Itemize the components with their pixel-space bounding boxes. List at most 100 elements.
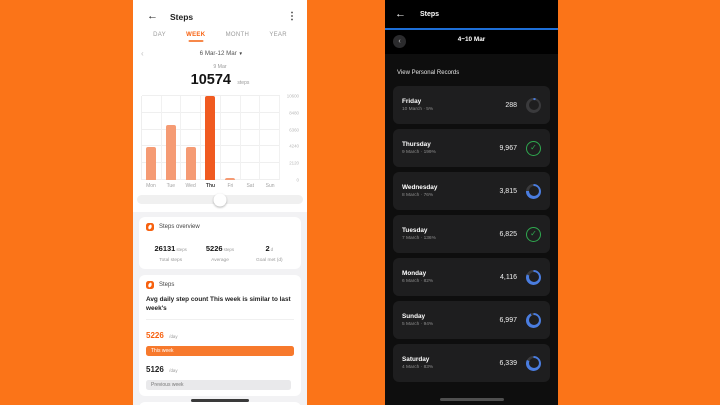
y-axis-tick: 8480: [289, 110, 299, 116]
day-row[interactable]: Friday 10 March · 5% 288: [393, 86, 550, 124]
steps-app-dark-screen: ← Steps ‹ 4~10 Mar View Personal Records…: [385, 0, 558, 405]
y-axis-tick: 2120: [289, 160, 299, 166]
day-name: Saturday: [402, 356, 430, 363]
steps-unit: steps: [237, 80, 250, 86]
goal-met-check-icon: ✓: [526, 140, 541, 156]
chart-pan-knob[interactable]: [213, 193, 227, 206]
bar-slot[interactable]: [142, 96, 162, 180]
dropdown-caret-icon: ▼: [238, 51, 243, 56]
steps-bar[interactable]: [205, 96, 216, 180]
goal-met-check-icon: ✓: [526, 226, 541, 242]
day-row[interactable]: Wednesday 8 March · 76% 3,815: [393, 172, 550, 210]
stat-label: Goal met (d): [255, 258, 283, 263]
day-steps-value: 4,116: [500, 273, 517, 281]
chart-plot-area[interactable]: [141, 95, 280, 180]
tab-day[interactable]: DAY: [153, 32, 166, 38]
steps-overview-card: Steps overview 26131steps Total steps 52…: [139, 217, 301, 269]
y-axis-tick: 6360: [289, 127, 299, 133]
page-title: Steps: [420, 10, 440, 18]
steps-app-light-screen: ← Steps ⋮ DAY WEEK MONTH YEAR ‹ 6 Mar-12…: [133, 0, 307, 405]
day-steps-value: 288: [505, 101, 517, 109]
weekly-bar-chart[interactable]: 0 2120 4240 6360 8480 10600: [141, 93, 301, 183]
steps-bar[interactable]: [185, 146, 196, 180]
stat-total-steps: 26131steps Total steps: [146, 238, 195, 263]
bar-slot[interactable]: [181, 96, 202, 180]
stat-value: 26131: [154, 244, 176, 253]
stat-label: Average: [211, 258, 229, 263]
tab-week[interactable]: WEEK: [186, 32, 205, 42]
summary-section: Steps overview 26131steps Total steps 52…: [133, 212, 307, 405]
chart-y-axis: 0 2120 4240 6360 8480 10600: [280, 93, 301, 183]
back-arrow-icon[interactable]: ←: [147, 10, 158, 22]
x-axis-label: Mon: [146, 183, 156, 189]
day-date-and-percent: 9 March · 199%: [402, 150, 436, 155]
y-axis-tick: 10600: [286, 93, 299, 99]
prev-week-avg-value: 5126: [146, 365, 164, 375]
day-name: Sunday: [402, 313, 426, 320]
stat-unit: steps: [176, 247, 187, 252]
total-steps-insight-card: Steps Total step count this week is high…: [139, 402, 301, 405]
week-range-label: 4~10 Mar: [457, 36, 486, 43]
goal-progress-ring: [526, 183, 541, 199]
day-date-and-percent: 5 March · 94%: [402, 322, 434, 327]
tab-month[interactable]: MONTH: [225, 32, 250, 38]
insight-text: Avg daily step count This week is simila…: [146, 296, 291, 312]
this-week-avg-value: 5226: [146, 331, 164, 341]
steps-bar[interactable]: [166, 125, 177, 180]
day-steps-value: 6,339: [499, 359, 517, 367]
overview-card-title: Steps overview: [159, 224, 200, 230]
bar-slot[interactable]: [241, 96, 261, 180]
chart-x-axis: Mon Tue Wed Thu Fri Sat Sun: [141, 183, 280, 189]
bar-slot[interactable]: [260, 96, 280, 180]
day-date-and-percent: 8 March · 76%: [402, 193, 434, 198]
chart-pan-track[interactable]: [137, 193, 303, 206]
kebab-menu-icon[interactable]: ⋮: [287, 11, 297, 22]
stat-unit: steps: [223, 247, 235, 252]
home-indicator: [439, 398, 504, 401]
header-divider: [385, 28, 558, 30]
goal-progress-ring: [526, 269, 541, 285]
stat-value: 2: [265, 244, 270, 253]
bar-slot[interactable]: [162, 96, 182, 180]
steps-app-icon: [146, 281, 154, 289]
stat-unit: d: [270, 247, 274, 252]
goal-progress-ring: [526, 355, 541, 371]
gridline: [142, 95, 280, 96]
week-detail-body: View Personal Records Friday 10 March · …: [385, 54, 558, 405]
x-axis-label: Wed: [185, 183, 196, 189]
day-name: Monday: [402, 270, 427, 277]
day-row[interactable]: Monday 6 March · 82% 4,116: [393, 258, 550, 296]
steps-app-icon: [146, 223, 154, 231]
back-arrow-icon[interactable]: ←: [395, 8, 406, 20]
view-personal-records-link[interactable]: View Personal Records: [397, 70, 460, 76]
x-axis-label: Fri: [227, 183, 234, 189]
app-header: ← Steps: [385, 0, 558, 28]
bar-slot[interactable]: [201, 96, 221, 180]
day-name: Friday: [402, 98, 422, 105]
day-name: Tuesday: [402, 227, 428, 234]
x-axis-label: Sun: [265, 183, 275, 189]
week-range-selector[interactable]: 6 Mar-12 Mar ▼: [144, 50, 299, 57]
previous-week-button[interactable]: ‹: [393, 35, 406, 48]
tab-year[interactable]: YEAR: [269, 32, 287, 38]
goal-progress-ring: [526, 312, 541, 328]
steps-bar[interactable]: [146, 146, 157, 180]
day-row[interactable]: Tuesday 7 March · 136% 6,825 ✓: [393, 215, 550, 253]
bar-slot[interactable]: [221, 96, 241, 180]
this-week-bar: This week: [146, 346, 294, 357]
previous-week-bar: Previous week: [146, 380, 292, 391]
stat-value: 5226: [205, 244, 223, 253]
home-indicator: [191, 399, 249, 402]
per-day-unit: /day: [169, 368, 178, 374]
steps-count: 10574: [190, 72, 231, 88]
day-name: Thursday: [402, 141, 431, 148]
avg-steps-insight-card: Steps Avg daily step count This week is …: [139, 275, 301, 397]
day-row[interactable]: Saturday 4 March · 83% 6,339: [393, 344, 550, 382]
day-row[interactable]: Thursday 9 March · 199% 9,967 ✓: [393, 129, 550, 167]
selected-day-date: 9 Mar: [213, 64, 227, 70]
day-steps-value: 6,825: [499, 230, 517, 238]
steps-bar[interactable]: [225, 178, 236, 180]
previous-week-icon[interactable]: ‹: [141, 49, 144, 58]
day-row[interactable]: Sunday 5 March · 94% 6,997: [393, 301, 550, 339]
day-list: Friday 10 March · 5% 288 Thursday 9 Marc…: [385, 86, 558, 382]
